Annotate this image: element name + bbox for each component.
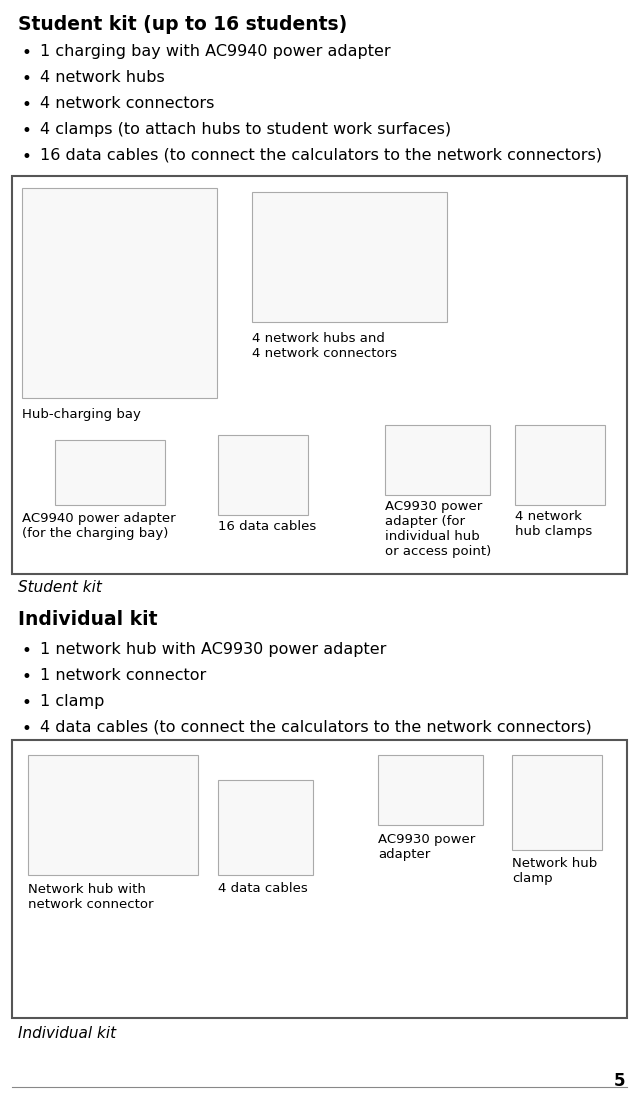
Text: •: • [22, 148, 32, 166]
Bar [385, 424, 490, 494]
Text: Individual kit: Individual kit [18, 1026, 116, 1041]
Text: AC9930 power
adapter (for
individual hub
or access point): AC9930 power adapter (for individual hub… [385, 500, 491, 558]
Bar [512, 755, 602, 850]
Text: •: • [22, 720, 32, 738]
Text: •: • [22, 123, 32, 140]
Text: •: • [22, 642, 32, 660]
Text: AC9940 power adapter
(for the charging bay): AC9940 power adapter (for the charging b… [22, 512, 176, 540]
Text: •: • [22, 44, 32, 62]
Bar [55, 440, 165, 505]
Text: 4 network connectors: 4 network connectors [40, 96, 214, 110]
Text: •: • [22, 96, 32, 114]
Bar [28, 755, 198, 875]
Text: 4 network hubs and
4 network connectors: 4 network hubs and 4 network connectors [252, 331, 397, 360]
Bar [218, 780, 313, 875]
Bar [515, 424, 605, 505]
Text: 4 data cables (to connect the calculators to the network connectors): 4 data cables (to connect the calculator… [40, 720, 592, 735]
Text: 1 network connector: 1 network connector [40, 668, 206, 683]
Text: 1 network hub with AC9930 power adapter: 1 network hub with AC9930 power adapter [40, 642, 387, 657]
Bar [12, 176, 627, 574]
Text: 16 data cables: 16 data cables [218, 520, 316, 533]
Text: 5: 5 [613, 1072, 625, 1090]
Text: Student kit: Student kit [18, 580, 102, 595]
Text: •: • [22, 70, 32, 88]
Text: 4 network hubs: 4 network hubs [40, 70, 165, 85]
Text: •: • [22, 668, 32, 686]
Text: Student kit (up to 16 students): Student kit (up to 16 students) [18, 15, 347, 34]
Text: Network hub with
network connector: Network hub with network connector [28, 883, 153, 911]
Text: 4 data cables: 4 data cables [218, 882, 308, 895]
Text: AC9930 power
adapter: AC9930 power adapter [378, 833, 475, 861]
Text: 4 network
hub clamps: 4 network hub clamps [515, 510, 592, 538]
Bar [218, 435, 308, 515]
Text: 16 data cables (to connect the calculators to the network connectors): 16 data cables (to connect the calculato… [40, 148, 602, 163]
Bar [378, 755, 483, 825]
Text: 4 clamps (to attach hubs to student work surfaces): 4 clamps (to attach hubs to student work… [40, 123, 451, 137]
Text: Individual kit: Individual kit [18, 610, 157, 629]
Text: 1 charging bay with AC9940 power adapter: 1 charging bay with AC9940 power adapter [40, 44, 390, 59]
Text: 1 clamp: 1 clamp [40, 694, 104, 709]
Text: •: • [22, 694, 32, 712]
Text: Hub-charging bay: Hub-charging bay [22, 408, 141, 421]
Bar [252, 193, 447, 322]
Bar [22, 188, 217, 398]
Bar [12, 740, 627, 1019]
Text: Network hub
clamp: Network hub clamp [512, 857, 597, 885]
